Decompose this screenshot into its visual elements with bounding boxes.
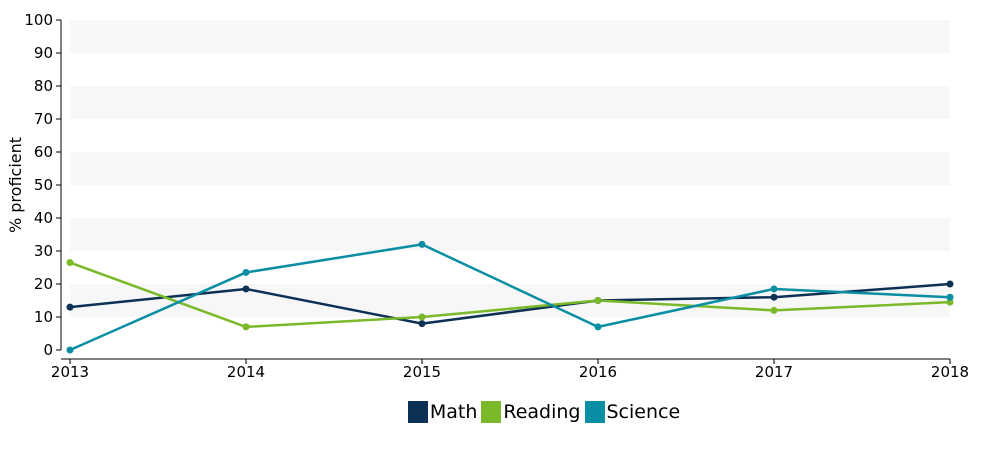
y-tick-label: 100 (24, 11, 53, 29)
data-point-science (946, 293, 954, 301)
y-tick-label: 40 (34, 209, 53, 227)
data-point-science (770, 285, 778, 293)
background-bands (70, 20, 950, 317)
x-axis: 2013 2014 2015 2016 2017 2018 (51, 358, 969, 381)
data-point-reading (770, 306, 778, 314)
data-point-reading (418, 313, 426, 321)
x-tick-label: 2013 (51, 363, 89, 381)
background-band (70, 218, 950, 251)
y-tick-label: 10 (34, 308, 53, 326)
legend-swatch-reading (481, 401, 502, 423)
y-tick-label: 60 (34, 143, 53, 161)
legend-item-science[interactable]: Science (584, 401, 681, 423)
legend-swatch-science (584, 401, 605, 423)
data-point-math (418, 320, 426, 328)
data-point-math (770, 293, 778, 301)
y-tick-label: 50 (34, 176, 53, 194)
y-axis: 0 10 20 30 40 50 60 70 80 90 100 (24, 11, 62, 359)
series-lines (69, 243, 951, 352)
legend-label-reading: Reading (503, 401, 581, 423)
data-point-reading (594, 297, 602, 304)
y-tick-label: 70 (34, 110, 53, 128)
legend-item-reading[interactable]: Reading (481, 401, 581, 423)
data-point-math (946, 280, 954, 288)
y-tick-label: 20 (34, 275, 53, 293)
x-tick-label: 2014 (227, 363, 265, 381)
x-tick-label: 2017 (755, 363, 793, 381)
x-tick-label: 2018 (931, 363, 969, 381)
data-point-reading (946, 298, 954, 306)
series-line-science (69, 243, 951, 352)
legend-swatch-math (407, 401, 428, 423)
data-point-math (66, 303, 74, 311)
y-tick-label: 30 (34, 242, 53, 260)
series-line-reading (69, 261, 951, 329)
y-tick-label: 0 (43, 341, 53, 359)
data-point-science (66, 346, 74, 354)
data-point-science (242, 268, 250, 276)
background-band (70, 20, 950, 53)
data-point-science (418, 240, 426, 248)
data-point-reading (242, 323, 250, 331)
legend-item-math[interactable]: Math (407, 401, 478, 423)
y-axis-title: % proficient (6, 137, 25, 233)
x-tick-label: 2015 (403, 363, 441, 381)
y-tick-label: 80 (34, 77, 53, 95)
series-points (66, 240, 954, 354)
series-line-math (69, 282, 951, 325)
data-point-reading (66, 259, 74, 267)
legend: Math Reading Science (0, 398, 1000, 426)
legend-label-science: Science (606, 401, 681, 423)
x-tick-label: 2016 (579, 363, 617, 381)
background-band (70, 152, 950, 185)
data-point-science (594, 323, 602, 331)
data-point-math (242, 285, 250, 293)
legend-label-math: Math (429, 401, 478, 423)
y-tick-label: 90 (34, 44, 53, 62)
background-band (70, 86, 950, 119)
